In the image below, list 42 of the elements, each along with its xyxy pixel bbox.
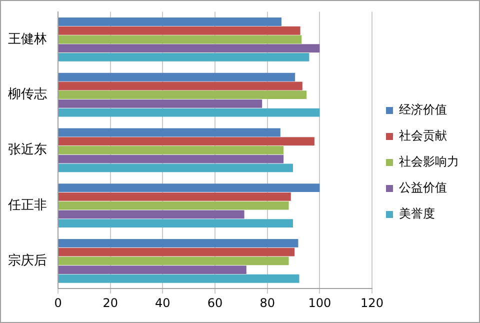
bar [58,72,296,82]
bar [58,274,300,283]
y-tick-label: 王健林 [8,32,47,47]
bar [58,164,293,172]
bar [58,192,291,201]
legend-label: 经济价值 [399,102,447,117]
bar [58,146,284,154]
bar [58,44,320,53]
bar [58,266,246,274]
bar [58,154,284,164]
bar [58,52,310,62]
bar [58,26,300,35]
bar [58,35,302,44]
bar [58,137,314,146]
x-tick-label: 60 [207,296,223,310]
bar [58,99,262,108]
y-tick-label: 任正非 [7,198,47,213]
bar [58,90,307,100]
bar [58,210,244,219]
legend-label: 美誉度 [399,206,435,221]
bar [58,239,298,248]
x-tick-label: 80 [260,296,275,310]
x-tick-label: 40 [155,296,170,310]
y-tick-label: 柳传志 [8,87,47,102]
legend-label: 社会贡献 [399,128,447,143]
x-tick-label: 0 [54,296,62,310]
bar [58,219,293,228]
bar [58,18,282,26]
bar [58,248,295,256]
y-tick-label: 张近东 [8,142,47,158]
bar [58,256,289,266]
bar [58,82,302,90]
bar [58,201,289,210]
legend-label: 社会影响力 [399,154,459,169]
x-tick-label: 20 [102,296,118,310]
legend-label: 公益价值 [399,180,447,195]
bar [58,128,280,137]
x-tick-label: 100 [308,296,332,310]
bar [58,184,320,192]
x-tick-label: 120 [360,296,384,310]
y-tick-label: 宗庆后 [8,252,47,268]
bar [58,108,320,117]
